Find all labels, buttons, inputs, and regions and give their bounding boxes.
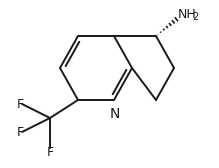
Text: F: F (17, 125, 24, 138)
Text: F: F (17, 97, 24, 111)
Text: N: N (110, 107, 120, 121)
Text: F: F (46, 146, 54, 159)
Text: NH: NH (178, 8, 197, 20)
Text: 2: 2 (192, 12, 198, 22)
